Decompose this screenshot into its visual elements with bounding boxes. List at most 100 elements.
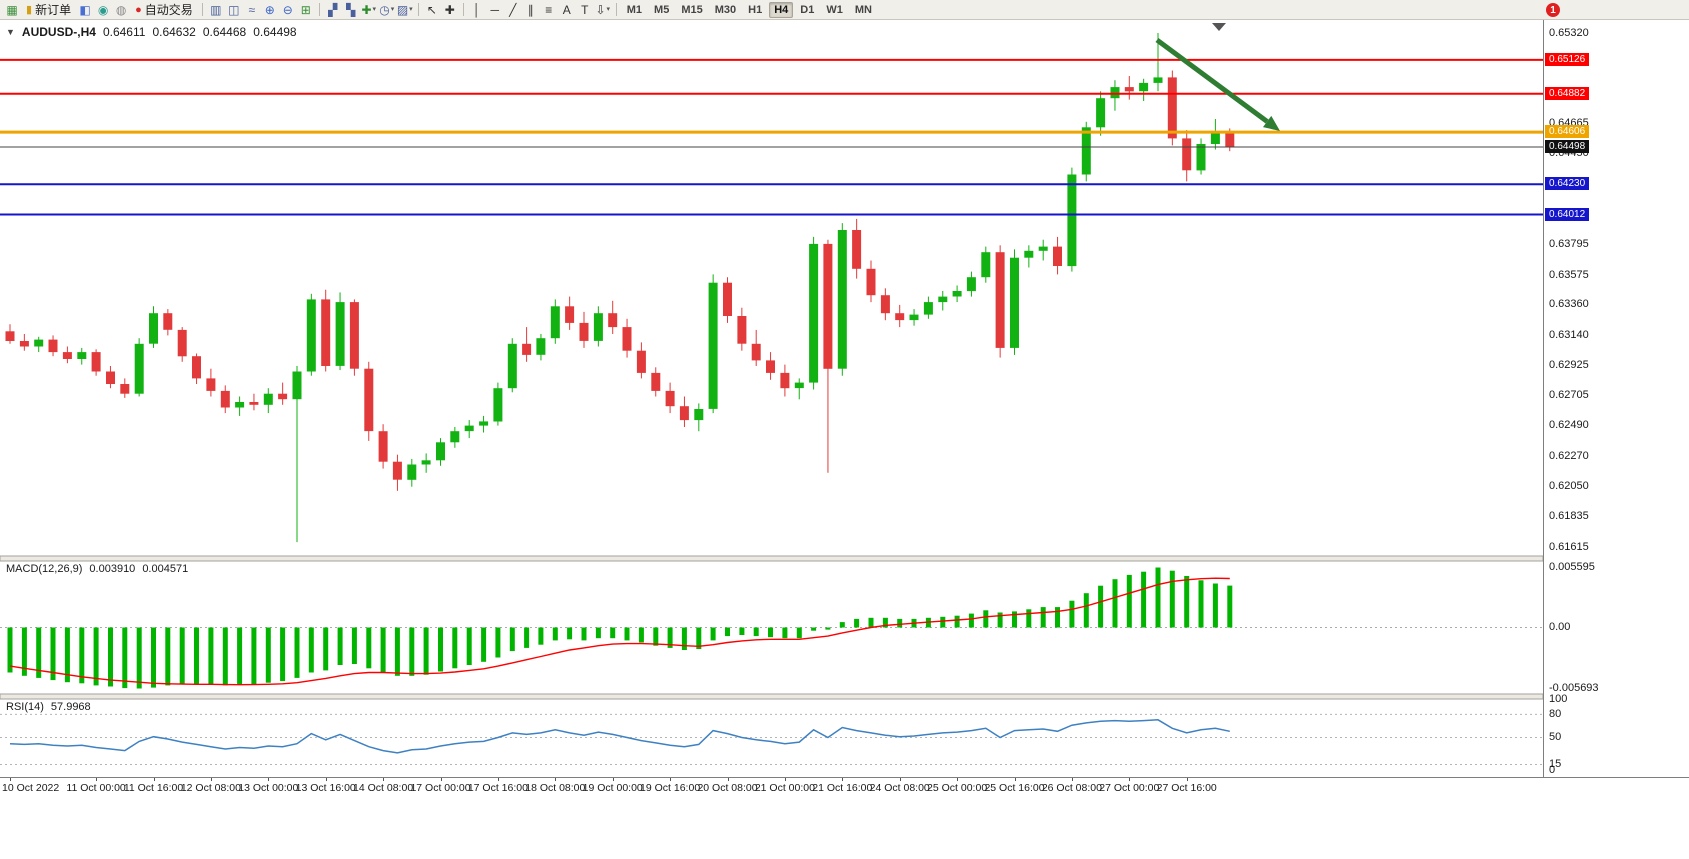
- zoom-in-icon[interactable]: ⊕: [264, 2, 275, 17]
- time-axis-label: 17 Oct 16:00: [467, 782, 528, 794]
- trend-arrow-object[interactable]: [1155, 37, 1280, 131]
- price-axis-label: 0.62050: [1549, 480, 1589, 493]
- new-order-button-label: 新订单: [35, 3, 72, 17]
- line-chart-icon[interactable]: ≈: [248, 2, 256, 17]
- price-scale[interactable]: 0.65320 0.64665 0.64450 0.63795 0.63575 0.633…: [1543, 20, 1689, 780]
- template-icon[interactable]: ▨ ▾: [396, 2, 413, 17]
- time-tick: [10, 778, 11, 781]
- options-icon[interactable]: ◉: [97, 2, 109, 17]
- autotrading-button-label: 自动交易: [144, 3, 193, 17]
- panel-splitter-macd[interactable]: [0, 555, 1543, 562]
- channel-icon[interactable]: ∥: [527, 2, 534, 17]
- time-axis[interactable]: 10 Oct 2022 11 Oct 00:00 11 Oct 16:00 12 Oc…: [0, 777, 1689, 800]
- metaeditor-icon[interactable]: ◧: [79, 2, 91, 17]
- ohlc-high: 0.64632: [152, 25, 196, 39]
- chart-canvas[interactable]: [0, 20, 1543, 777]
- indicators-icon[interactable]: ▞: [328, 2, 338, 17]
- candlestick-chart-icon[interactable]: ◫: [228, 2, 240, 17]
- time-tick: [784, 778, 786, 781]
- chart-symbol-label: AUDUSD-,H4: [21, 25, 96, 39]
- rsi-label: RSI(14) 57.9968: [6, 701, 91, 713]
- rsi-axis-label: 0: [1549, 764, 1556, 776]
- macd-histogram: [7, 567, 1233, 689]
- timeframe-d1[interactable]: D1: [800, 3, 815, 16]
- rsi-value: 57.9968: [50, 701, 91, 713]
- time-tick: [96, 778, 98, 781]
- macd-signal-line: [9, 577, 1230, 686]
- period-clock-icon-caret[interactable]: ▾: [390, 5, 395, 13]
- periods-icon[interactable]: ▚: [346, 2, 356, 17]
- time-axis-label: 27 Oct 00:00: [1099, 782, 1160, 794]
- hline-price-badge: 0.64606: [1545, 125, 1590, 139]
- timeframe-m1[interactable]: M1: [626, 3, 643, 16]
- ohlc-open: 0.64611: [102, 25, 146, 39]
- timeframe-h4[interactable]: H4: [769, 1, 794, 18]
- trendline-icon[interactable]: ╱: [509, 2, 517, 17]
- price-axis-label: 0.63140: [1549, 328, 1589, 341]
- fibonacci-icon[interactable]: ≡: [545, 2, 553, 17]
- time-tick: [210, 778, 212, 781]
- rsi-axis-label: 100: [1549, 692, 1568, 705]
- time-tick: [957, 778, 959, 781]
- text-label-icon[interactable]: T: [581, 2, 589, 17]
- price-axis-label: 0.63360: [1549, 298, 1589, 311]
- macd-axis-label: -0.005693: [1549, 682, 1599, 695]
- timeframe-m5[interactable]: M5: [654, 3, 670, 16]
- hline-price-badge: 0.64230: [1545, 177, 1590, 191]
- time-tick: [497, 778, 499, 781]
- macd-signal-value: 0.004571: [142, 563, 189, 575]
- price-axis-label: 0.63575: [1549, 268, 1589, 281]
- text-icon[interactable]: A: [562, 2, 571, 17]
- time-axis-label: 27 Oct 16:00: [1156, 782, 1217, 794]
- navigator-icon[interactable]: ◍: [115, 2, 127, 17]
- time-tick: [727, 778, 729, 781]
- toolbar-separator: [201, 3, 203, 16]
- timeframe-mn[interactable]: MN: [854, 3, 872, 16]
- add-indicator-icon-caret[interactable]: ▾: [372, 5, 377, 13]
- macd-label: MACD(12,26,9) 0.003910 0.004571: [6, 563, 188, 575]
- time-axis-label: 24 Oct 08:00: [869, 782, 930, 794]
- autotrading-button-icon: ●: [135, 3, 142, 16]
- time-tick: [268, 778, 270, 781]
- macd-title: MACD(12,26,9): [6, 563, 83, 575]
- horizontal-line-icon[interactable]: ─: [490, 2, 499, 17]
- price-axis-label: 0.63795: [1549, 238, 1589, 251]
- arrows-icon[interactable]: ⇩ ▾: [595, 2, 611, 17]
- autotrading-button[interactable]: ● 自动交易: [130, 2, 198, 18]
- timeframe-m30[interactable]: M30: [714, 3, 737, 16]
- panel-splitter-rsi[interactable]: [0, 693, 1543, 700]
- time-tick: [1071, 778, 1073, 781]
- time-tick: [383, 778, 385, 781]
- price-axis-label: 0.65320: [1549, 26, 1589, 39]
- add-indicator-icon[interactable]: ✚ ▾: [361, 2, 377, 17]
- vertical-line-icon[interactable]: │: [473, 2, 481, 17]
- time-axis-label: 12 Oct 08:00: [180, 782, 241, 794]
- price-axis-label: 0.62270: [1549, 449, 1589, 462]
- timeframe-h1[interactable]: H1: [748, 3, 763, 16]
- bar-chart-icon[interactable]: ▥: [210, 2, 222, 17]
- time-axis-label: 13 Oct 00:00: [238, 782, 299, 794]
- template-icon-caret[interactable]: ▾: [409, 5, 413, 13]
- time-tick: [842, 778, 844, 781]
- period-clock-icon[interactable]: ◷ ▾: [379, 2, 395, 17]
- time-axis-label: 25 Oct 00:00: [927, 782, 988, 794]
- time-axis-label: 26 Oct 08:00: [1041, 782, 1102, 794]
- candles: [5, 33, 1235, 543]
- price-axis-label: 0.62490: [1549, 419, 1589, 432]
- timeframe-w1[interactable]: W1: [826, 3, 843, 16]
- ohlc-close: 0.64498: [253, 25, 297, 39]
- new-order-button[interactable]: ▮ 新订单: [21, 2, 76, 18]
- timeframe-m15[interactable]: M15: [681, 3, 703, 16]
- cursor-icon[interactable]: ↖: [426, 2, 437, 17]
- new-chart-icon[interactable]: ▦: [6, 2, 18, 17]
- chart-shift-marker[interactable]: [1212, 23, 1226, 31]
- time-axis-label: 20 Oct 08:00: [697, 782, 758, 794]
- time-axis-label: 10 Oct 2022: [2, 782, 60, 794]
- arrows-icon-caret[interactable]: ▾: [606, 5, 611, 13]
- one-click-toggle[interactable]: ▼: [6, 27, 15, 37]
- notification-badge[interactable]: 1: [1546, 3, 1560, 17]
- zoom-out-icon[interactable]: ⊖: [282, 2, 293, 17]
- tile-windows-icon[interactable]: ⊞: [300, 2, 311, 17]
- crosshair-icon[interactable]: ✚: [444, 2, 455, 17]
